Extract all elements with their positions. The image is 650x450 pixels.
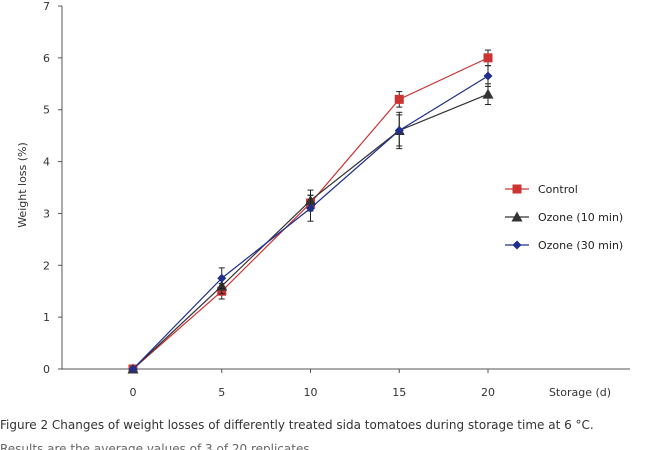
y-tick-label: 2 bbox=[43, 259, 50, 272]
y-tick-label: 4 bbox=[43, 156, 50, 169]
figure-caption: Figure 2 Changes of weight losses of dif… bbox=[0, 418, 594, 432]
data-point bbox=[394, 94, 404, 104]
series-1 bbox=[127, 83, 494, 374]
series-line bbox=[132, 93, 489, 370]
data-point bbox=[217, 273, 227, 283]
legend-entry: Ozone (10 min) bbox=[538, 211, 623, 224]
data-point bbox=[306, 203, 315, 213]
y-tick-label: 0 bbox=[43, 363, 50, 376]
x-tick-label: 15 bbox=[392, 386, 406, 399]
figure-caption-note: Results are the average values of 3 of 2… bbox=[0, 442, 310, 450]
series-layer bbox=[127, 49, 494, 374]
y-tick-label: 3 bbox=[43, 207, 50, 220]
y-tick-label: 5 bbox=[43, 104, 50, 117]
y-axis-label: Weight loss (%) bbox=[16, 142, 29, 228]
series-2 bbox=[128, 65, 493, 374]
legend-entry: Control bbox=[538, 183, 578, 196]
legend: Control Ozone (10 min) Ozone (30 min) bbox=[505, 183, 623, 252]
x-tick-label: 5 bbox=[218, 386, 225, 399]
legend-marker bbox=[511, 211, 523, 222]
x-tick-label: 20 bbox=[481, 386, 495, 399]
data-point bbox=[482, 88, 494, 99]
series-line bbox=[132, 75, 489, 370]
x-tick-label: 0 bbox=[130, 386, 137, 399]
y-tick-label: 6 bbox=[43, 52, 50, 65]
data-point bbox=[128, 364, 138, 374]
legend-marker bbox=[512, 184, 522, 194]
data-point bbox=[394, 125, 404, 135]
data-point bbox=[483, 53, 493, 63]
x-axis-label: Storage (d) bbox=[549, 386, 611, 399]
legend-marker bbox=[512, 240, 522, 250]
legend-entry: Ozone (30 min) bbox=[538, 239, 623, 252]
x-tick-label: 10 bbox=[304, 386, 318, 399]
y-tick-label: 7 bbox=[43, 0, 50, 13]
data-point bbox=[483, 71, 493, 81]
y-tick-label: 1 bbox=[43, 311, 50, 324]
axes: 0 1 2 3 4 5 6 7 0 5 10 15 20 bbox=[43, 0, 630, 399]
